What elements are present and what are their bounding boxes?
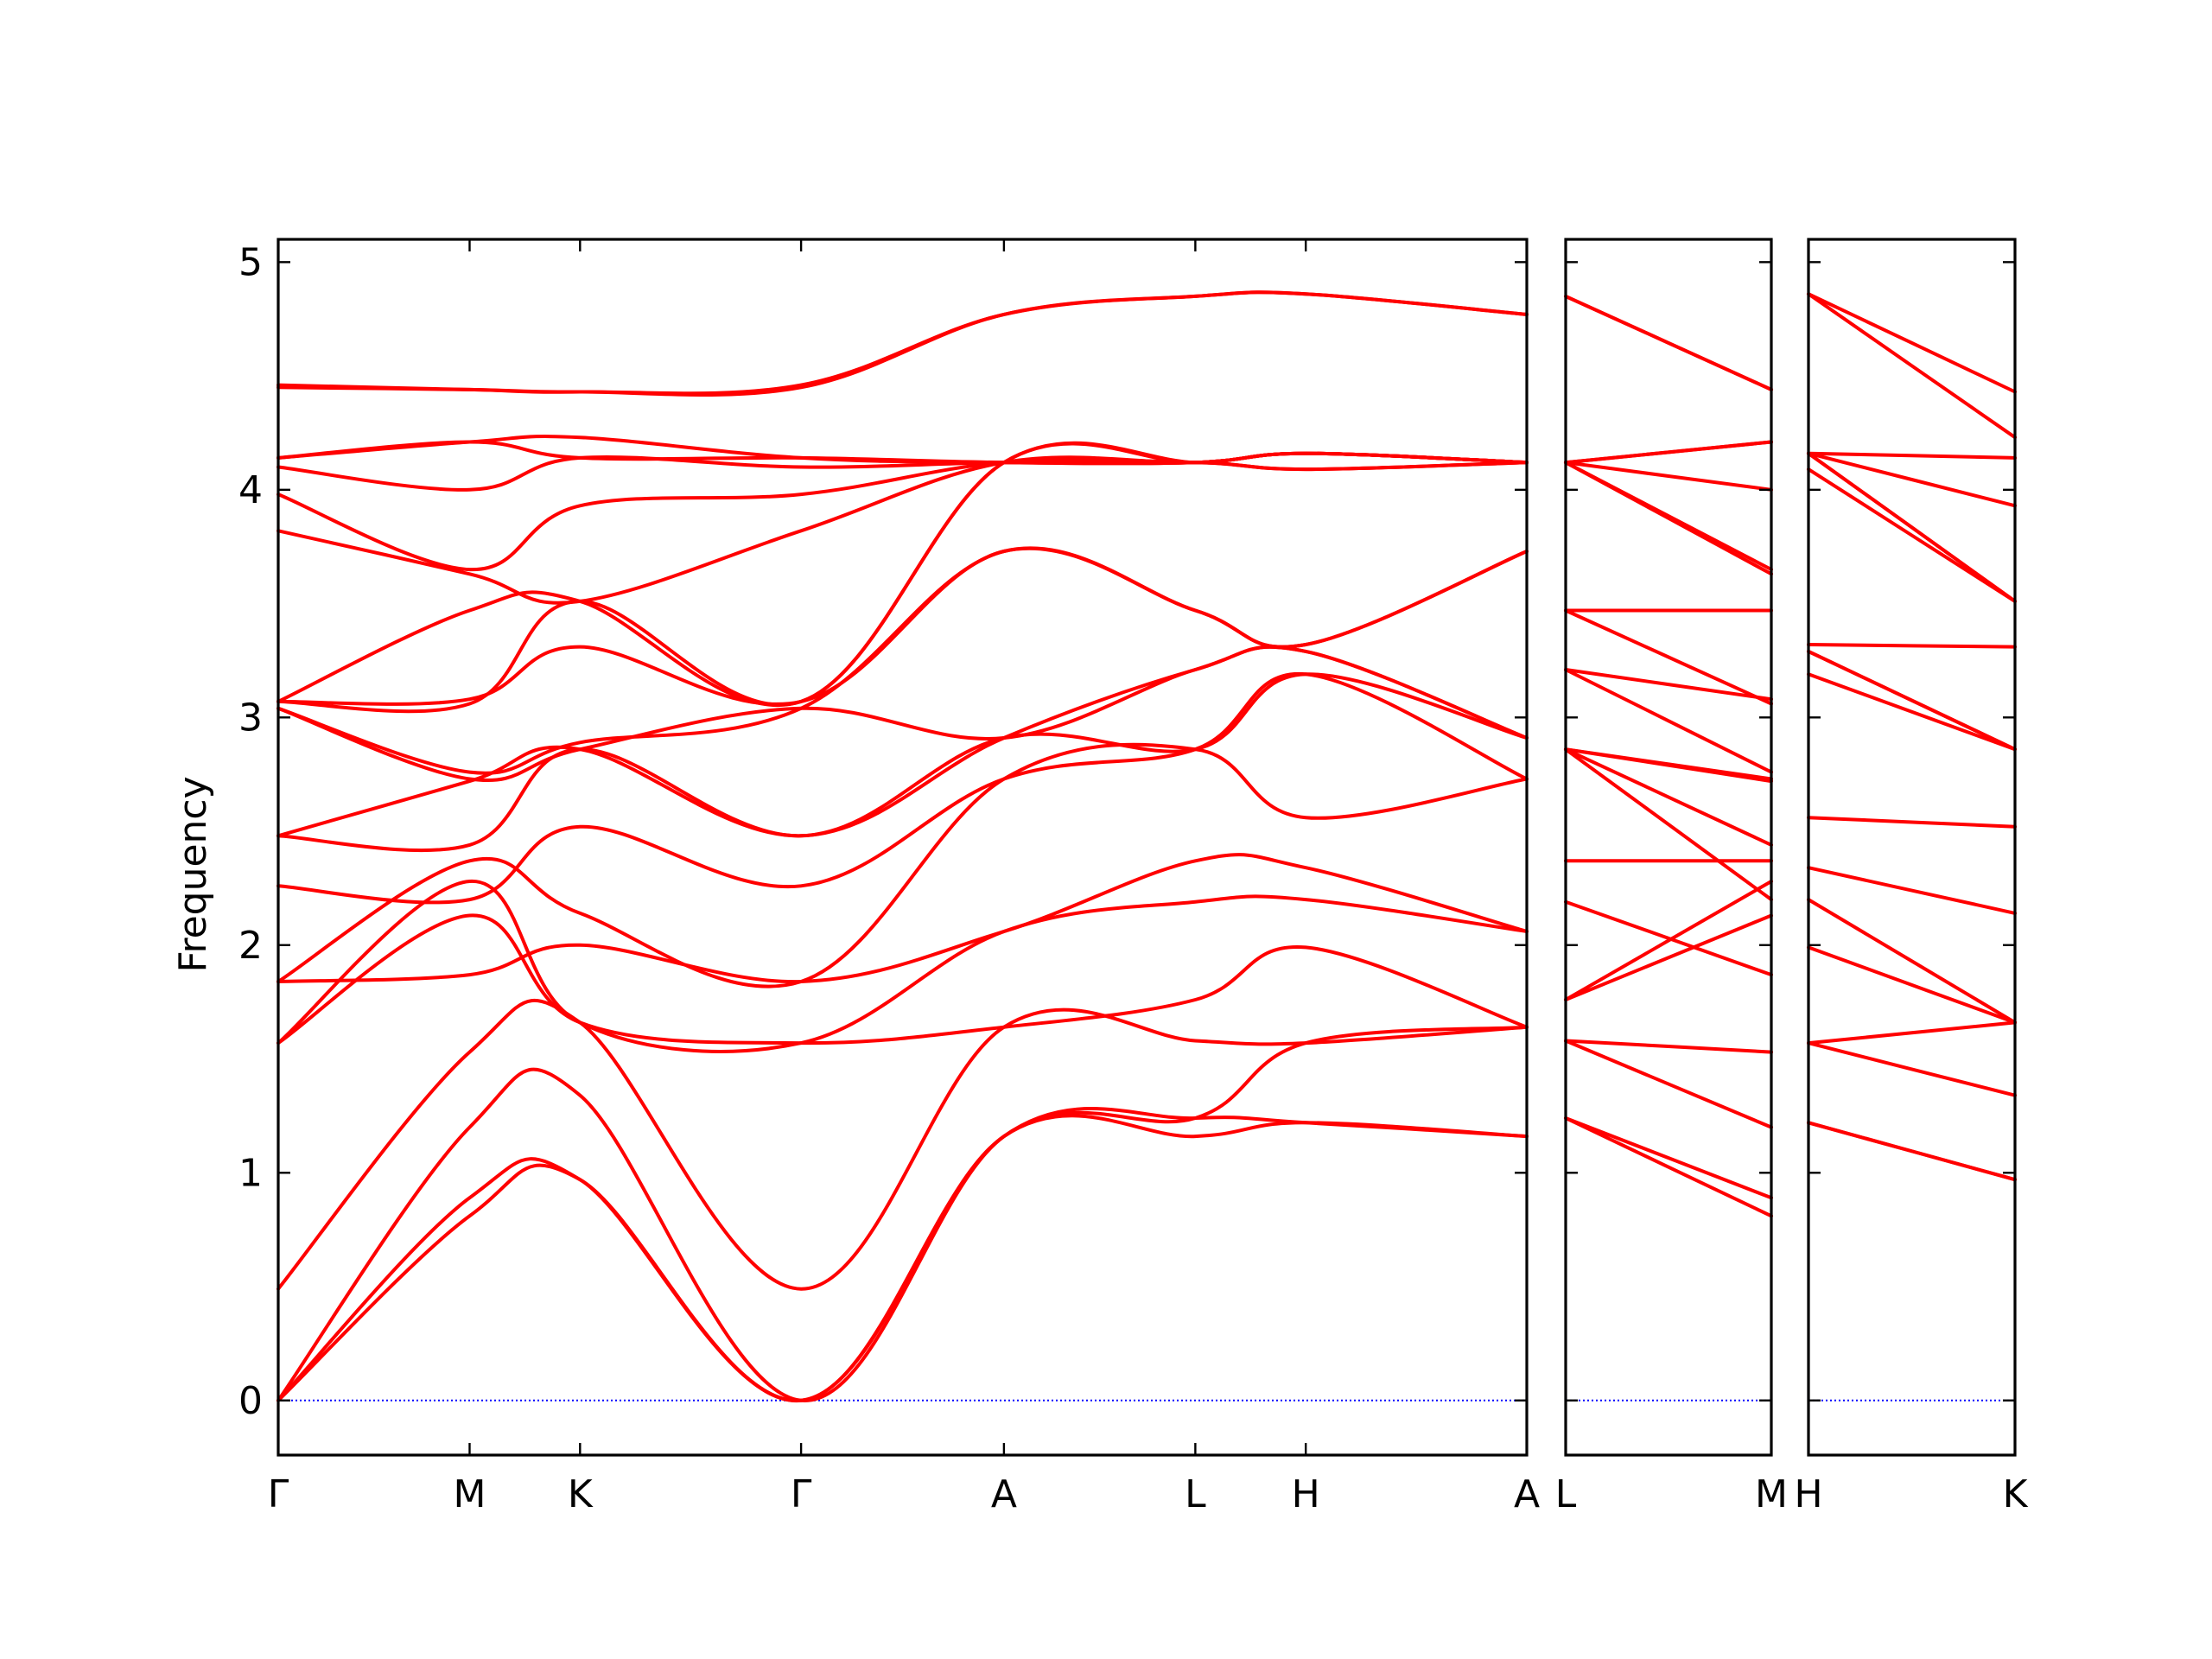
- plot-frame: [1807, 238, 2017, 1457]
- x-tick-label-Γ: Γ: [791, 1472, 812, 1516]
- y-tick-label: 5: [238, 240, 263, 284]
- band-23: [276, 290, 1529, 396]
- y-tick-label: 3: [238, 696, 263, 740]
- band-15: [276, 441, 1529, 714]
- band-11: [276, 645, 1529, 838]
- band-4: [1564, 1039, 1773, 1054]
- band-18: [1807, 292, 2017, 440]
- plot-frame: [1564, 238, 1773, 1457]
- x-tick-label-L: L: [1185, 1472, 1206, 1516]
- band-6: [1807, 898, 2017, 1025]
- band-2: [276, 1107, 1529, 1402]
- band-9: [1564, 747, 1773, 902]
- y-tick-label: 1: [238, 1151, 263, 1195]
- x-tick-label-H: H: [1794, 1472, 1822, 1516]
- y-tick-label: 0: [238, 1379, 263, 1423]
- band-21: [276, 440, 1529, 466]
- band-5: [1564, 913, 1773, 1001]
- band-7: [1564, 899, 1773, 977]
- band-10: [276, 672, 1529, 853]
- band-8: [1807, 816, 2017, 829]
- x-tick-label-K: K: [568, 1472, 594, 1516]
- panel-main: 0 1 2 3 4 5 Γ M K Γ A L H A: [238, 238, 1540, 1516]
- band-7: [276, 853, 1529, 984]
- band-10: [1564, 747, 1773, 847]
- x-tick-label-A: A: [991, 1472, 1017, 1516]
- band-21: [1564, 440, 1773, 465]
- band-5: [1807, 945, 2017, 1025]
- y-axis-label: Frequency: [171, 776, 215, 972]
- x-tick-label-K: K: [2003, 1472, 2029, 1516]
- y-tick-label: 4: [238, 468, 263, 512]
- band-17: [1807, 451, 2017, 460]
- band-17: [276, 451, 1529, 605]
- band-2: [1564, 1116, 1773, 1200]
- band-13: [1807, 467, 2017, 603]
- band-3: [1564, 1039, 1773, 1129]
- x-tick-label-H: H: [1292, 1472, 1320, 1516]
- band-18: [276, 457, 1529, 572]
- x-tick-label-Γ: Γ: [268, 1472, 289, 1516]
- band-9: [1807, 672, 2017, 752]
- band-7: [1807, 866, 2017, 915]
- band-19: [1807, 292, 2017, 394]
- band-15: [1807, 451, 2017, 603]
- band-1: [1564, 1116, 1773, 1218]
- band-15: [1564, 608, 1773, 706]
- band-14: [276, 546, 1529, 706]
- band-2: [1807, 1121, 2017, 1182]
- band-6: [1564, 880, 1773, 1001]
- band-9: [276, 672, 1529, 905]
- plot-frame: [276, 238, 1529, 1457]
- x-tick-label-M: M: [1755, 1472, 1788, 1516]
- band-5: [276, 913, 1529, 1046]
- band-18: [1564, 461, 1773, 572]
- band-12: [1564, 747, 1773, 781]
- band-13: [1564, 668, 1773, 774]
- band-1: [276, 1114, 1529, 1402]
- band-6: [276, 879, 1529, 1053]
- x-tick-label-L: L: [1555, 1472, 1577, 1516]
- band-12: [276, 645, 1529, 783]
- band-16: [1807, 451, 2017, 508]
- band-4: [276, 999, 1529, 1291]
- x-tick-label-A: A: [1514, 1472, 1540, 1516]
- band-3: [1807, 1041, 2017, 1097]
- band-11: [1807, 649, 2017, 752]
- x-tick-label-M: M: [454, 1472, 486, 1516]
- band-3: [276, 1025, 1529, 1402]
- band-19: [1564, 461, 1773, 492]
- band-8: [276, 742, 1529, 988]
- band-4: [1807, 1020, 2017, 1046]
- y-tick-label: 2: [238, 924, 263, 968]
- band-22: [276, 290, 1529, 397]
- band-12: [1807, 643, 2017, 649]
- band-23: [1564, 294, 1773, 391]
